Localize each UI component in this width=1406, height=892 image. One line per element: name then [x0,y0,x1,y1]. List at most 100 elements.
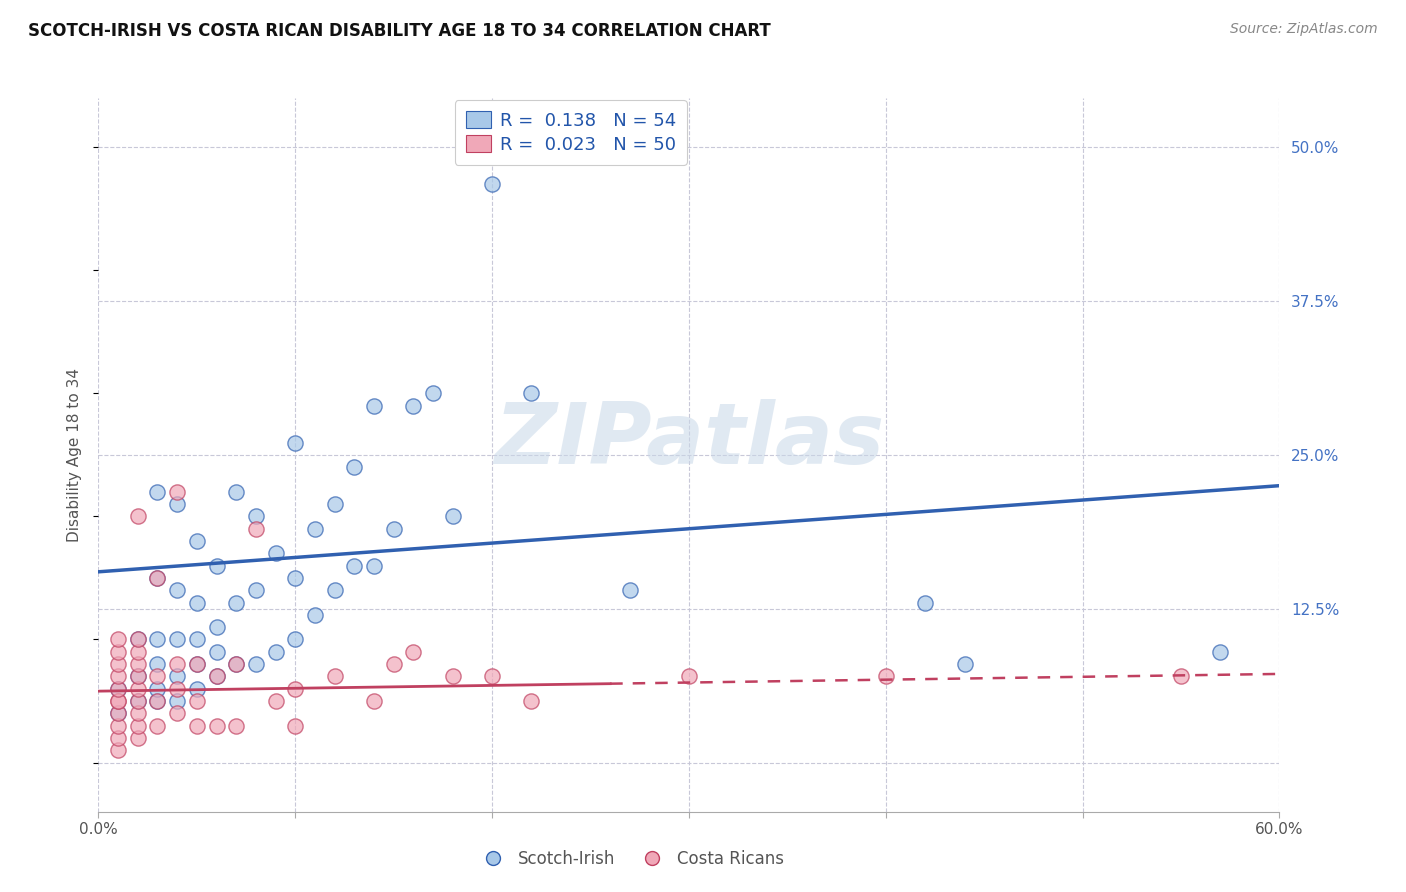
Point [343,460,366,475]
Point [441,669,464,683]
Point [146,571,169,585]
Point [875,669,897,683]
Point [166,669,188,683]
Point [107,718,129,732]
Point [166,497,188,511]
Point [186,657,208,671]
Point [205,558,228,573]
Point [127,632,149,647]
Point [225,657,247,671]
Point [186,657,208,671]
Point [481,178,503,192]
Point [205,718,228,732]
Point [127,645,149,659]
Point [107,706,129,721]
Point [146,718,169,732]
Point [146,484,169,499]
Point [186,694,208,708]
Point [205,669,228,683]
Point [107,731,129,745]
Point [107,669,129,683]
Point [619,583,641,598]
Point [323,497,346,511]
Point [127,632,149,647]
Point [225,596,247,610]
Point [304,607,326,622]
Point [205,645,228,659]
Point [382,657,405,671]
Text: SCOTCH-IRISH VS COSTA RICAN DISABILITY AGE 18 TO 34 CORRELATION CHART: SCOTCH-IRISH VS COSTA RICAN DISABILITY A… [28,22,770,40]
Point [323,583,346,598]
Point [264,546,287,560]
Point [402,399,425,413]
Point [107,743,129,757]
Point [146,694,169,708]
Point [225,484,247,499]
Point [127,718,149,732]
Point [127,706,149,721]
Point [363,694,385,708]
Point [205,669,228,683]
Point [481,669,503,683]
Point [186,681,208,696]
Point [284,681,307,696]
Point [166,484,188,499]
Point [146,571,169,585]
Point [284,435,307,450]
Point [107,681,129,696]
Point [107,706,129,721]
Point [127,509,149,524]
Point [264,645,287,659]
Point [520,386,543,401]
Point [146,669,169,683]
Point [166,706,188,721]
Point [245,657,267,671]
Point [225,718,247,732]
Point [914,596,936,610]
Point [146,632,169,647]
Point [343,558,366,573]
Point [245,522,267,536]
Point [441,509,464,524]
Text: ZIPatlas: ZIPatlas [494,399,884,483]
Point [127,669,149,683]
Point [127,694,149,708]
Point [363,558,385,573]
Point [107,657,129,671]
Legend: Scotch-Irish, Costa Ricans: Scotch-Irish, Costa Ricans [470,844,790,875]
Point [127,731,149,745]
Point [363,399,385,413]
Point [225,657,247,671]
Point [107,681,129,696]
Point [186,632,208,647]
Point [146,681,169,696]
Point [323,669,346,683]
Point [284,718,307,732]
Point [382,522,405,536]
Point [166,694,188,708]
Point [186,596,208,610]
Point [107,694,129,708]
Point [1170,669,1192,683]
Point [107,632,129,647]
Point [520,694,543,708]
Point [146,657,169,671]
Point [402,645,425,659]
Point [304,522,326,536]
Point [205,620,228,634]
Point [166,632,188,647]
Text: Source: ZipAtlas.com: Source: ZipAtlas.com [1230,22,1378,37]
Point [127,669,149,683]
Point [166,657,188,671]
Point [186,718,208,732]
Point [422,386,444,401]
Point [166,583,188,598]
Point [953,657,976,671]
Point [284,571,307,585]
Point [166,681,188,696]
Point [186,534,208,549]
Point [146,694,169,708]
Y-axis label: Disability Age 18 to 34: Disability Age 18 to 34 [67,368,83,542]
Point [678,669,700,683]
Point [127,681,149,696]
